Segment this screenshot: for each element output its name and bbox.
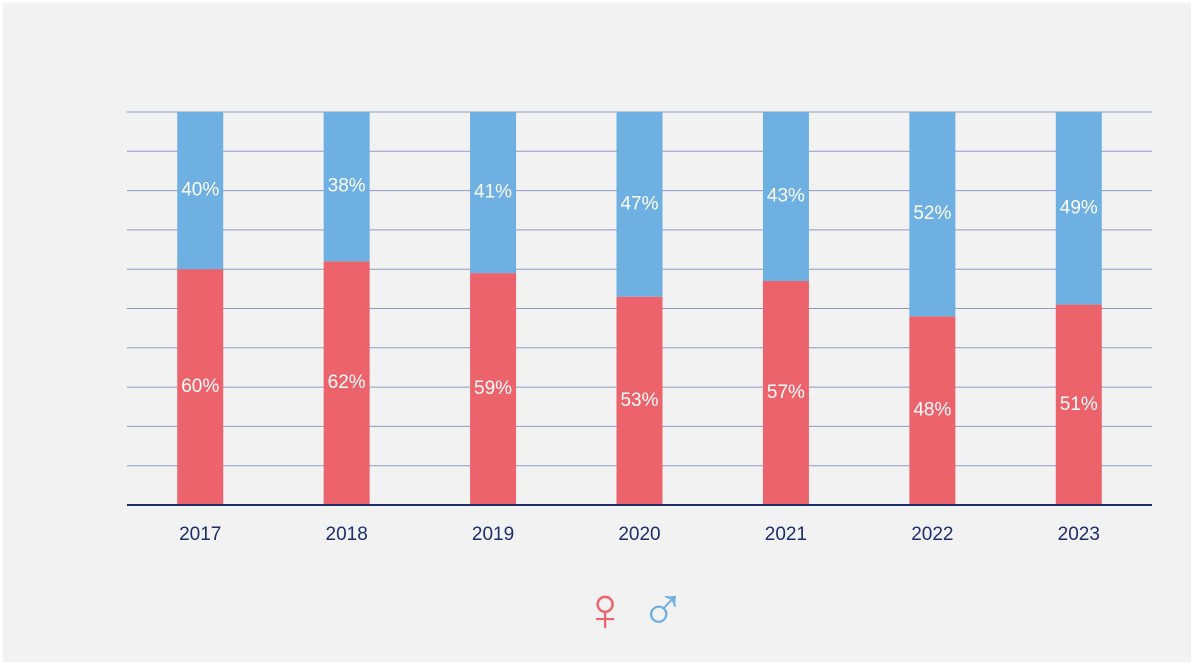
data-label: 40% [181, 180, 219, 201]
bar-segment [762, 280, 809, 505]
bar-segment [470, 273, 517, 505]
bar-segment [177, 112, 224, 270]
data-label: 43% [767, 186, 805, 207]
data-label: 52% [913, 203, 951, 224]
x-tick-label: 2018 [326, 524, 368, 545]
bar-segment [909, 112, 956, 317]
x-tick-label: 2021 [765, 524, 807, 545]
bar-segment [177, 269, 224, 505]
bar-segment [470, 112, 517, 274]
x-tick-label: 2023 [1058, 524, 1100, 545]
legend-symbol: ♂ [640, 575, 687, 644]
bar-segment [762, 112, 809, 281]
x-tick-label: 2019 [472, 524, 514, 545]
data-label: 59% [474, 378, 512, 399]
bar-segment [616, 112, 663, 297]
bar-segment [616, 296, 663, 505]
data-label: 48% [913, 400, 951, 421]
data-label: 53% [620, 390, 658, 411]
data-label: 49% [1060, 197, 1098, 218]
data-label: 41% [474, 182, 512, 203]
data-label: 62% [328, 372, 366, 393]
x-tick-label: 2017 [179, 524, 221, 545]
bar-segment [909, 316, 956, 505]
bar-segment [1055, 304, 1102, 505]
data-label: 57% [767, 382, 805, 403]
x-tick-label: 2020 [618, 524, 660, 545]
bar-segment [1055, 112, 1102, 305]
bar-segment [323, 112, 370, 262]
x-tick-label: 2022 [911, 524, 953, 545]
legend-symbol: ♀ [582, 575, 629, 644]
data-label: 60% [181, 376, 219, 397]
data-label: 51% [1060, 394, 1098, 415]
data-label: 47% [620, 193, 658, 214]
data-label: 38% [328, 176, 366, 197]
bar-segment [323, 261, 370, 505]
